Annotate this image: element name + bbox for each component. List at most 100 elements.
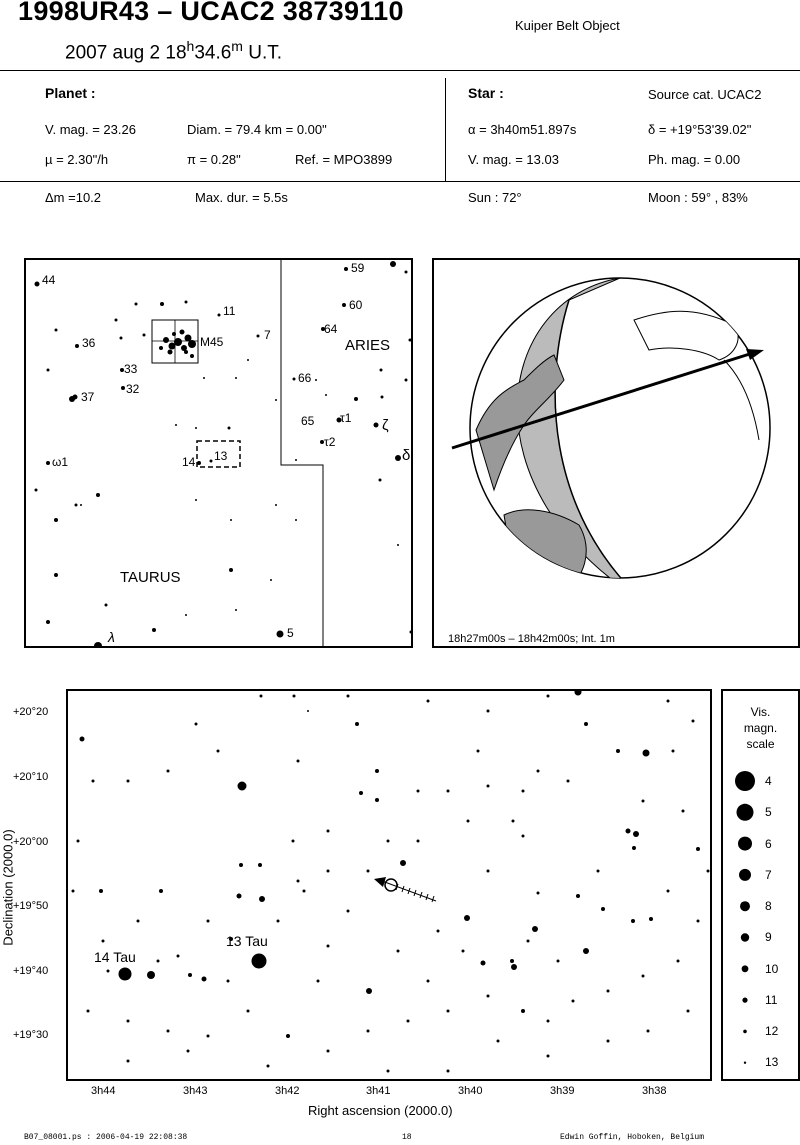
chart-star xyxy=(480,960,486,966)
magnitude-legend: Vis. magn. scale 4 5 6 7 8 9 10 11 12 13 xyxy=(721,689,800,1081)
chart-star xyxy=(546,1054,550,1058)
detail-chart: 14 Tau 13 Tau xyxy=(66,689,712,1081)
legend-dot xyxy=(743,1061,747,1064)
finder-star xyxy=(390,261,396,267)
pleiades-star xyxy=(167,349,173,355)
chart-star xyxy=(486,994,490,998)
chart-star xyxy=(326,829,330,833)
chart-star xyxy=(486,869,490,873)
star-vmag: V. mag. = 13.03 xyxy=(468,152,559,167)
finder-star xyxy=(94,642,102,646)
chart-star xyxy=(641,974,645,978)
footer-page: 18 xyxy=(402,1133,412,1142)
chart-star xyxy=(258,863,262,867)
finder-label-omega1: ω1 xyxy=(52,455,68,469)
legend-dot xyxy=(742,997,748,1003)
finder-star xyxy=(342,303,346,307)
finder-star xyxy=(185,614,187,616)
chart-star xyxy=(326,869,330,873)
finder-star xyxy=(321,327,325,331)
chart-star xyxy=(633,831,639,837)
finder-star xyxy=(395,455,401,461)
legend-title-1: Vis. xyxy=(750,705,771,719)
legend-dot xyxy=(740,933,750,942)
chart-star xyxy=(366,869,370,873)
chart-star xyxy=(676,959,680,963)
finder-star xyxy=(275,504,277,506)
planet-vmag: V. mag. = 23.26 xyxy=(45,122,136,137)
finder-star xyxy=(320,440,324,444)
xtick-5: 3h39 xyxy=(550,1085,575,1097)
label-14-tau: 14 Tau xyxy=(94,949,136,965)
chart-star xyxy=(292,694,296,698)
finder-star xyxy=(152,628,156,632)
finder-star xyxy=(119,336,123,340)
chart-star xyxy=(246,1009,250,1013)
chart-star xyxy=(671,749,675,753)
finder-star xyxy=(114,318,118,322)
asia-coast xyxy=(475,354,565,492)
chart-star xyxy=(464,915,470,921)
pleiades-star xyxy=(184,350,188,354)
finder-label-66: 66 xyxy=(298,371,312,385)
chart-star xyxy=(86,1009,90,1013)
legend-dot xyxy=(736,803,754,821)
legend-mag-13: 13 xyxy=(765,1055,779,1069)
chart-star xyxy=(696,919,700,923)
chart-star xyxy=(666,699,670,703)
finder-star xyxy=(292,377,296,381)
finder-label-32: 32 xyxy=(126,382,140,396)
chart-star xyxy=(511,819,515,823)
finder-star xyxy=(54,573,58,577)
chart-star xyxy=(532,926,538,932)
pleiades-star xyxy=(159,346,163,350)
finder-star xyxy=(247,359,249,361)
chart-star xyxy=(236,893,242,899)
chart-star xyxy=(259,896,265,902)
moon-info: Moon : 59° , 83% xyxy=(648,190,748,205)
legend-dots xyxy=(735,771,755,1064)
chart-star xyxy=(296,879,300,883)
star-delta: δ = +19°53'39.02" xyxy=(648,122,752,137)
legend-dot xyxy=(741,965,749,973)
finder-label-64: 64 xyxy=(324,322,338,336)
finder-star xyxy=(404,270,408,274)
chart-star xyxy=(355,722,359,726)
planet-heading: Planet : xyxy=(45,85,96,101)
legend-dot xyxy=(743,1029,747,1034)
chart-star xyxy=(326,944,330,948)
finder-label-59: 59 xyxy=(351,261,365,275)
pleiades-star xyxy=(190,354,194,358)
australia xyxy=(503,509,587,578)
star-phmag: Ph. mag. = 0.00 xyxy=(648,152,741,167)
page-title: 1998UR43 – UCAC2 38739110 xyxy=(18,0,404,26)
chart-star xyxy=(251,953,267,969)
finder-star xyxy=(203,377,205,379)
chart-star xyxy=(571,999,575,1003)
xtick-2: 3h42 xyxy=(275,1085,300,1097)
finder-label-7: 7 xyxy=(264,328,271,342)
chart-star xyxy=(406,1019,410,1023)
chart-star xyxy=(396,949,400,953)
chart-star xyxy=(206,919,210,923)
finder-star xyxy=(142,333,146,337)
detail-stars xyxy=(71,691,710,1073)
chart-star xyxy=(237,781,247,791)
chart-star xyxy=(147,971,155,979)
finder-star xyxy=(336,417,342,423)
finder-star xyxy=(379,368,383,372)
chart-star xyxy=(266,1064,270,1068)
xtick-1: 3h43 xyxy=(183,1085,208,1097)
finder-label-65: 65 xyxy=(301,414,315,428)
chart-star xyxy=(642,749,650,757)
finder-label-tau1: τ1 xyxy=(340,411,352,425)
field-box xyxy=(196,440,241,468)
planet-diam: Diam. = 79.4 km = 0.00" xyxy=(187,122,327,137)
pleiades-star xyxy=(188,340,196,348)
finder-label-44: 44 xyxy=(42,273,56,287)
chart-star xyxy=(239,863,243,867)
chart-star xyxy=(186,1049,190,1053)
chart-star xyxy=(583,948,589,954)
chart-star xyxy=(291,839,295,843)
target-circle xyxy=(384,878,398,892)
